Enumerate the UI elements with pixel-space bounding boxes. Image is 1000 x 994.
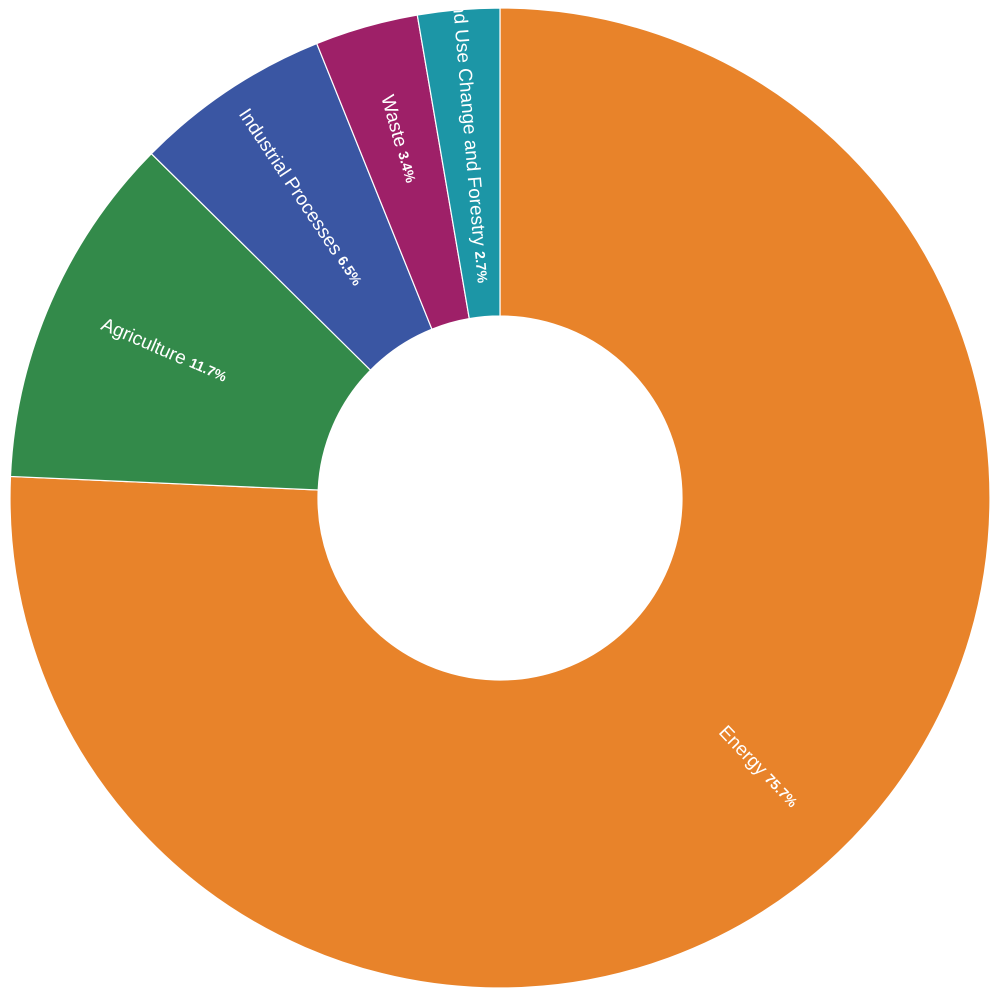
slice-land-use-change-and-forestry (416, 7, 501, 320)
slice-label-value: 2.7% (472, 251, 491, 285)
slices-layer (9, 7, 991, 989)
slice-energy (9, 7, 991, 989)
slice-agriculture (9, 152, 372, 491)
